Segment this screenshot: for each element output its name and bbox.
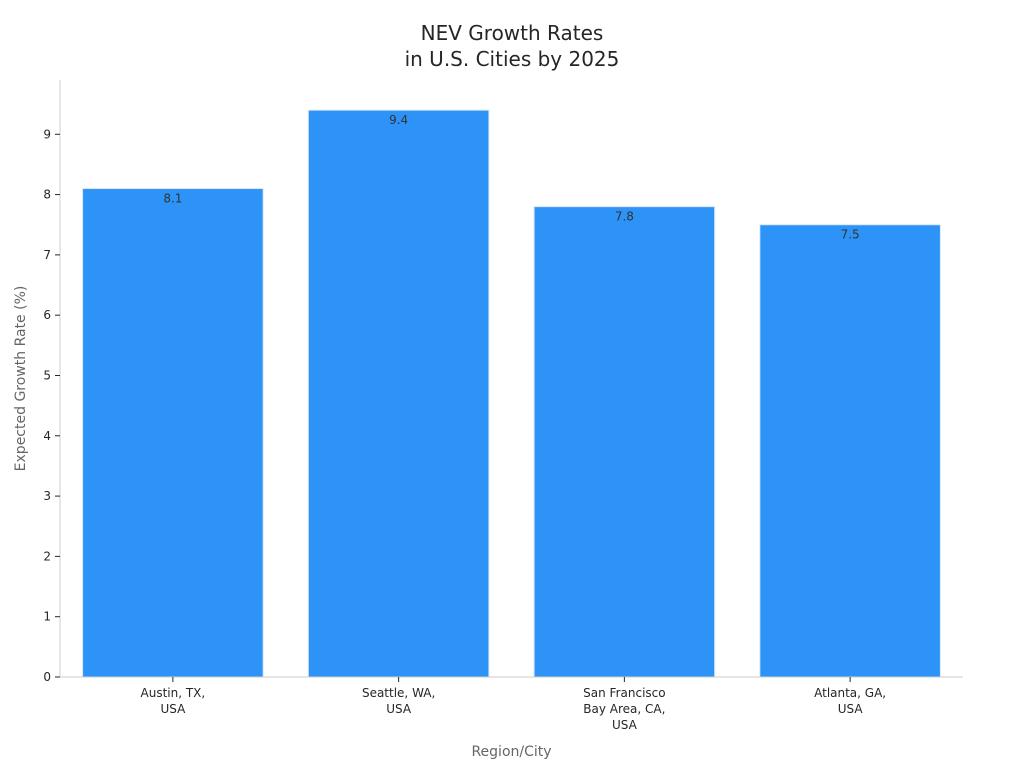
x-tick-label: Austin, TX, USA [141, 686, 206, 716]
data-labels: 8.1 9.4 7.8 7.5 [163, 113, 859, 242]
y-tick-label: 3 [43, 489, 51, 503]
y-ticks: 0 1 2 3 4 5 6 7 8 9 [43, 127, 60, 684]
bar-value-label: 8.1 [163, 192, 182, 206]
bar [759, 224, 941, 678]
x-tick-label: San Francisco Bay Area, CA, USA [583, 686, 665, 732]
y-tick-label: 0 [43, 670, 51, 684]
bar [533, 206, 716, 678]
y-tick-label: 9 [43, 127, 51, 141]
y-tick-label: 1 [43, 610, 51, 624]
x-axis-label: Region/City [471, 744, 551, 760]
y-tick-label: 2 [43, 549, 51, 563]
y-tick-label: 5 [43, 368, 51, 382]
bar [307, 109, 490, 678]
bar [82, 188, 264, 678]
x-ticks: Austin, TX, USA Seattle, WA, USA San Francis… [141, 677, 886, 732]
y-tick-label: 4 [43, 429, 51, 443]
bar-value-label: 7.8 [615, 210, 634, 224]
bar-value-label: 7.5 [841, 228, 860, 242]
chart-title-line: NEV Growth Rates [421, 21, 604, 45]
bar-value-label: 9.4 [389, 113, 408, 127]
y-tick-label: 7 [43, 248, 51, 262]
x-tick-label: Atlanta, GA, USA [814, 686, 886, 716]
bars [82, 109, 941, 678]
y-tick-label: 8 [43, 188, 51, 202]
y-axis-label: Expected Growth Rate (%) [13, 286, 29, 472]
chart-title-line: in U.S. Cities by 2025 [405, 47, 620, 71]
y-tick-label: 6 [43, 308, 51, 322]
axes [59, 80, 963, 678]
x-tick-label: Seattle, WA, USA [362, 686, 435, 716]
